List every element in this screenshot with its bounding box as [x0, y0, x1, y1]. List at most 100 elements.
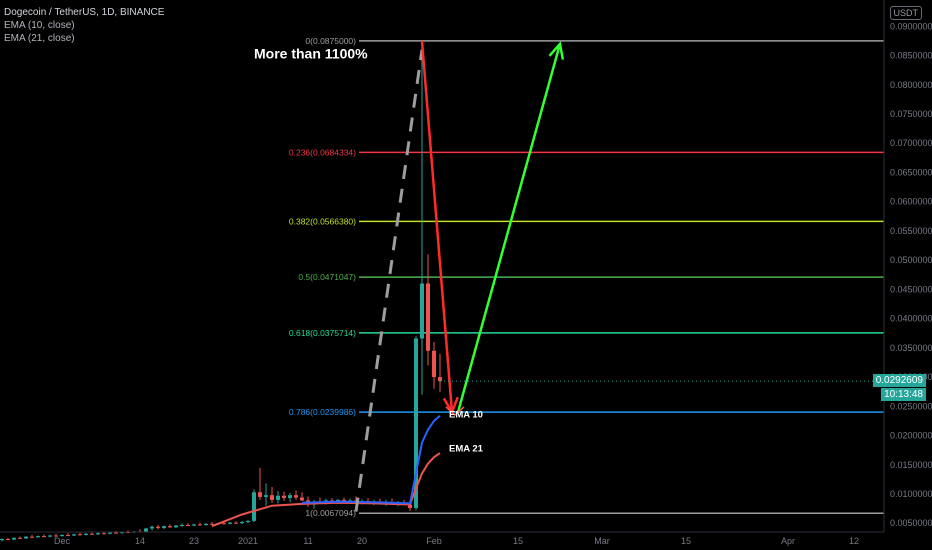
- candle-body: [192, 524, 196, 526]
- candle-body: [438, 377, 442, 382]
- y-tick-label: 0.0900000: [890, 21, 932, 31]
- x-tick-label: 15: [681, 536, 691, 546]
- candle-body: [48, 535, 52, 537]
- candle-body: [30, 536, 34, 538]
- y-tick-label: 0.0050000: [890, 518, 932, 528]
- y-tick-label: 0.0750000: [890, 109, 932, 119]
- candle-body: [300, 497, 304, 501]
- green-up-arrow: [456, 43, 562, 413]
- candle-body: [252, 492, 256, 521]
- red-down-arrow: [420, 40, 454, 413]
- candle-body: [180, 524, 184, 526]
- y-tick-label: 0.0500000: [890, 255, 932, 265]
- y-tick-label: 0.0450000: [890, 284, 932, 294]
- x-tick-label: 11: [303, 536, 312, 546]
- candle-body: [420, 283, 424, 339]
- candle-body: [96, 533, 100, 535]
- candle-body: [72, 534, 76, 536]
- candle-body: [18, 537, 22, 539]
- green-up-arrow-head: [548, 41, 565, 60]
- y-tick-label: 0.0600000: [890, 197, 932, 207]
- candle-body: [120, 532, 124, 534]
- candle-body: [222, 523, 226, 525]
- x-tick-label: 15: [513, 536, 523, 546]
- candle-body: [6, 539, 10, 541]
- candle-body: [408, 504, 412, 509]
- x-tick-label: 2021: [238, 536, 258, 546]
- y-tick-label: 0.0850000: [890, 51, 932, 61]
- candle-body: [174, 525, 178, 528]
- fib-level-label: 0.236(0.0684334): [289, 147, 356, 157]
- candle-body: [66, 534, 70, 536]
- candle-body: [24, 536, 28, 539]
- candle-body: [186, 524, 190, 526]
- candle-body: [90, 533, 94, 535]
- candle-body: [144, 528, 148, 532]
- candle-body: [246, 520, 250, 523]
- current-price-label: 0.0292609: [872, 374, 926, 388]
- candle-body: [156, 526, 160, 528]
- bar-countdown-label: 10:13:48: [881, 388, 926, 402]
- candle-body: [258, 492, 262, 497]
- candle-body: [228, 522, 232, 524]
- ema21-line: [211, 452, 441, 528]
- y-tick-label: 0.0350000: [890, 343, 932, 353]
- candle-body: [84, 533, 88, 535]
- candlestick-series: [0, 40, 442, 542]
- ema10-legend[interactable]: EMA (10, close): [4, 20, 75, 31]
- candle-body: [414, 338, 418, 509]
- candle-body: [210, 523, 214, 525]
- candle-body: [108, 532, 112, 534]
- y-tick-label: 0.0200000: [890, 431, 932, 441]
- candle-body: [282, 495, 286, 499]
- y-tick-label: 0.0250000: [890, 401, 932, 411]
- candle-body: [0, 539, 4, 541]
- candle-body: [114, 532, 118, 534]
- ema-series: [211, 414, 441, 528]
- candle-body: [276, 495, 280, 500]
- candle-body: [198, 524, 202, 526]
- candle-body: [234, 522, 238, 524]
- candle-body: [54, 535, 58, 537]
- time-axis[interactable]: Dec 14 23 2021 11 20 Feb 15 Mar 15 Apr 12: [0, 531, 884, 546]
- ema21-legend[interactable]: EMA (21, close): [4, 33, 75, 44]
- y-tick-label: 0.0700000: [890, 138, 932, 148]
- y-tick-label: 0.0550000: [890, 226, 932, 236]
- fib-level-label: 0.786(0.0239986): [289, 407, 356, 417]
- candle-body: [168, 526, 172, 528]
- fib-level-label: 1(0.0067094): [305, 508, 356, 518]
- symbol-title[interactable]: Dogecoin / TetherUS, 1D, BINANCE: [4, 7, 165, 18]
- x-tick-label: Feb: [426, 536, 442, 546]
- fib-level-label: 0(0.0875000): [305, 36, 356, 46]
- candle-body: [102, 533, 106, 535]
- y-tick-label: 0.0100000: [890, 489, 932, 499]
- candle-body: [162, 526, 166, 528]
- x-tick-label: Apr: [781, 536, 795, 546]
- candle-body: [294, 495, 298, 498]
- fib-level-label: 0.382(0.0566380): [289, 216, 356, 226]
- currency-button[interactable]: USDT: [889, 6, 922, 20]
- candle-body: [426, 283, 430, 351]
- headline-annotation: More than 1100%: [254, 45, 368, 61]
- ema-annotation: EMA 21: [449, 443, 484, 454]
- dashed-trend-line: [354, 49, 424, 512]
- x-tick-label: 20: [357, 536, 367, 546]
- ema-annotation: EMA 10: [449, 409, 483, 420]
- arrow-junction-marker: [445, 406, 465, 416]
- chart-annotations: More than 1100% EMA 10 EMA 21: [254, 45, 884, 454]
- x-tick-label: Dec: [54, 536, 71, 546]
- chart-drawings[interactable]: [354, 40, 565, 512]
- fib-level-label: 0.5(0.0471047): [298, 272, 356, 282]
- x-tick-label: Mar: [594, 536, 610, 546]
- candle-body: [204, 523, 208, 525]
- x-tick-label: 23: [189, 536, 199, 546]
- x-tick-label: 14: [135, 536, 145, 546]
- fib-level-label: 0.618(0.0375714): [289, 328, 356, 338]
- ema10-line: [301, 414, 441, 505]
- candle-body: [60, 534, 64, 537]
- candle-body: [150, 526, 154, 529]
- candle-body: [264, 495, 268, 497]
- candle-body: [36, 536, 40, 538]
